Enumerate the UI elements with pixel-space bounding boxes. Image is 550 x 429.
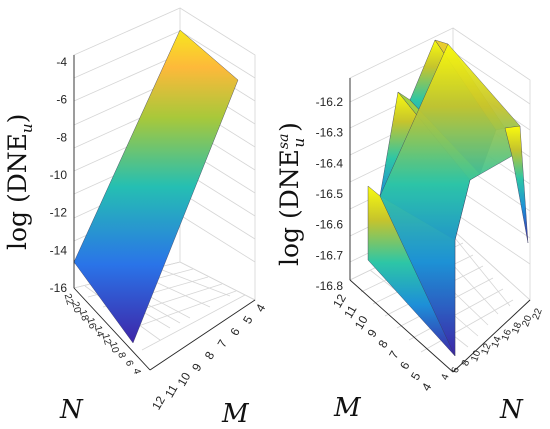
left-surface	[73, 29, 239, 344]
left-m-tick-label: 12	[149, 393, 168, 412]
right-z-tick-label: -16.3	[316, 126, 344, 140]
left-z-tick-label: -14	[50, 243, 68, 257]
left-n-axis-label: N	[59, 395, 84, 425]
right-z-axis-label: log (DNEsau)	[275, 122, 308, 266]
left-z-tick-label: -16	[50, 281, 68, 295]
right-axes	[349, 78, 531, 373]
left-z-tick-label: -8	[56, 130, 67, 144]
left-n-tick-label: 18	[77, 309, 91, 323]
right-n-tick-label: 18	[510, 321, 524, 336]
left-n-tick-label: 4	[130, 367, 142, 376]
left-axes	[73, 55, 256, 371]
right-n-tick-label: 10	[469, 349, 483, 364]
left-m-tick-label: 9	[189, 361, 205, 374]
right-n-tick-label: 14	[490, 335, 504, 350]
left-n-tick-label: 8	[115, 351, 127, 360]
left-n-tick-label: 20	[69, 301, 83, 315]
right-n-tick-label: 22	[531, 307, 545, 322]
right-n-tick-label: 20	[520, 314, 534, 329]
right-n-tick-label: 12	[479, 342, 493, 357]
left-n-tick-label: 22	[62, 293, 76, 307]
right-z-tick-label: -16.2	[316, 95, 344, 109]
left-n-tick-label: 12	[99, 333, 113, 347]
left-n-tick-label: 16	[84, 317, 98, 331]
left-m-tick-label: 11	[162, 382, 181, 400]
right-n-axis-label: N	[499, 395, 524, 425]
left-n-tick-label: 6	[123, 359, 135, 368]
right-n-tick-label: 6	[450, 365, 462, 374]
right-m-tick-label: 12	[330, 291, 349, 310]
right-z-ticks: -16.2 -16.3 -16.4 -16.5 -16.6 -16.7 -16.8	[316, 95, 344, 293]
left-z-tick-label: -4	[56, 55, 67, 69]
right-n-tick-label: 16	[500, 328, 514, 343]
left-z-tick-label: -10	[50, 168, 68, 182]
right-m-tick-label: 10	[352, 313, 371, 332]
right-m-tick-label: 4	[419, 380, 435, 393]
left-z-axis-label: log (DNEu)	[3, 114, 36, 250]
left-n-tick-label: 10	[107, 341, 121, 355]
right-z-tick-label: -16.8	[316, 279, 344, 293]
left-z-tick-label: -6	[56, 93, 67, 107]
right-z-tick-label: -16.6	[316, 218, 344, 232]
left-m-tick-label: 7	[215, 337, 231, 350]
right-m-axis-label: M	[333, 393, 362, 423]
right-z-tick-label: -16.7	[316, 248, 344, 262]
right-z-tick-label: -16.5	[316, 187, 344, 201]
right-n-tick-label: 8	[460, 358, 472, 367]
left-m-tick-label: 6	[227, 325, 243, 338]
right-plot: -16.2-16.3-16.4-16.5-16.6-16.7-16.8 1211…	[275, 27, 545, 425]
left-m-axis-label: M	[221, 399, 250, 429]
left-m-tick-label: 10	[175, 370, 194, 389]
left-n-tick-label: 14	[92, 325, 106, 339]
left-z-tick-label: -12	[50, 206, 68, 220]
right-n-tick-label: 4	[440, 372, 452, 381]
right-surface	[367, 39, 529, 357]
left-m-tick-label: 5	[240, 313, 256, 326]
right-z-tick-label: -16.4	[316, 156, 344, 170]
left-z-ticks: -4 -6 -8 -10 -12 -14 -16	[50, 55, 68, 295]
left-m-tick-label: 4	[253, 301, 269, 314]
left-m-tick-label: 8	[202, 349, 218, 362]
